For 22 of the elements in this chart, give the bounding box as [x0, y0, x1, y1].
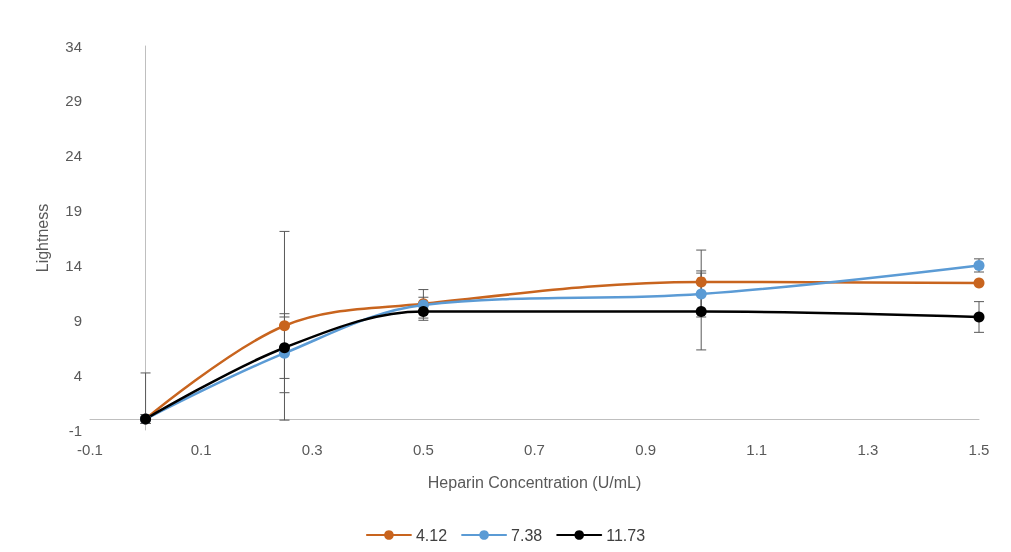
y-tick-label: 29	[65, 92, 82, 110]
x-tick-label: 0.7	[524, 441, 545, 458]
y-tick-label: 14	[65, 256, 82, 274]
y-tick-label: -1	[68, 421, 82, 439]
y-tick-label: 24	[65, 147, 82, 165]
x-tick-label: 1.3	[857, 441, 879, 458]
y-axis-title: Lightness	[33, 203, 51, 273]
y-tick-label: 19	[65, 202, 82, 220]
x-tick-label: 1.5	[968, 441, 990, 458]
x-tick-label: 0.3	[301, 441, 323, 458]
y-tick-label: 4	[73, 366, 82, 384]
y-tick-label: 9	[73, 311, 82, 329]
x-tick-label: 0.1	[190, 441, 212, 458]
x-axis-title: Heparin Concentration (U/mL)	[427, 473, 642, 491]
legend-label: 4.12	[415, 526, 448, 544]
legend-label: 7.38	[511, 526, 543, 544]
x-tick-label: 0.9	[635, 441, 657, 458]
y-tick-label: 34	[65, 37, 82, 55]
x-tick-label: 1.1	[746, 441, 768, 458]
x-tick-label: -0.1	[77, 441, 103, 458]
legend-label: 11.73	[606, 526, 646, 544]
x-tick-label: 0.5	[412, 441, 434, 458]
